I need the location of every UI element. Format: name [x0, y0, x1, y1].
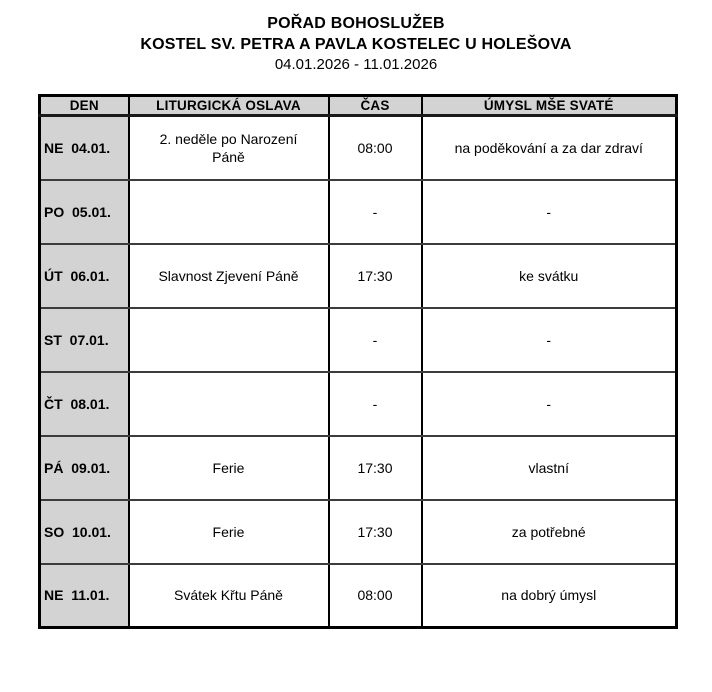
day-cell: ÚT 06.01. — [38, 242, 130, 309]
intention-cell: na poděkování a za dar zdraví — [420, 114, 678, 181]
col-header-day: DEN — [38, 95, 130, 117]
celebration-cell: Slavnost Zjevení Páně — [127, 242, 330, 309]
day-cell: ČT 08.01. — [38, 370, 130, 437]
table-row: PO 05.01. - - — [38, 178, 678, 245]
intention-cell: - — [420, 306, 678, 373]
celebration-cell — [127, 370, 330, 437]
celebration-cell: 2. neděle po Narození Páně — [127, 114, 330, 181]
intention-cell: - — [420, 178, 678, 245]
page-title: POŘAD BOHOSLUŽEB — [267, 15, 445, 32]
table-row: SO 10.01. Ferie 17:30 za potřebné — [38, 498, 678, 565]
title-block: POŘAD BOHOSLUŽEB KOSTEL SV. PETRA A PAVL… — [0, 0, 712, 75]
day-cell: NE 04.01. — [38, 114, 130, 181]
time-cell: 17:30 — [327, 498, 423, 565]
day-cell: PÁ 09.01. — [38, 434, 130, 501]
celebration-cell — [127, 178, 330, 245]
time-cell: - — [327, 306, 423, 373]
celebration-cell: Svátek Křtu Páně — [127, 562, 330, 629]
date-range: 04.01.2026 - 11.01.2026 — [274, 56, 438, 73]
time-cell: 08:00 — [327, 562, 423, 629]
col-header-celebration: LITURGICKÁ OSLAVA — [127, 95, 330, 117]
celebration-cell — [127, 306, 330, 373]
table-row: ST 07.01. - - — [38, 306, 678, 373]
header-row: DEN LITURGICKÁ OSLAVA ČAS ÚMYSL MŠE SVAT… — [38, 95, 678, 117]
church-subtitle: KOSTEL SV. PETRA A PAVLA KOSTELEC U HOLE… — [140, 36, 572, 53]
intention-cell: za potřebné — [420, 498, 678, 565]
table-row: NE 11.01. Svátek Křtu Páně 08:00 na dobr… — [38, 562, 678, 629]
celebration-cell: Ferie — [127, 434, 330, 501]
intention-cell: ke svátku — [420, 242, 678, 309]
celebration-cell: Ferie — [127, 498, 330, 565]
schedule-table: DEN LITURGICKÁ OSLAVA ČAS ÚMYSL MŠE SVAT… — [38, 94, 678, 629]
time-cell: 08:00 — [327, 114, 423, 181]
intention-cell: na dobrý úmysl — [420, 562, 678, 629]
col-header-intention: ÚMYSL MŠE SVATÉ — [420, 95, 678, 117]
day-cell: SO 10.01. — [38, 498, 130, 565]
table-row: PÁ 09.01. Ferie 17:30 vlastní — [38, 434, 678, 501]
day-cell: ST 07.01. — [38, 306, 130, 373]
table-row: NE 04.01. 2. neděle po Narození Páně 08:… — [38, 114, 678, 181]
day-cell: NE 11.01. — [38, 562, 130, 629]
time-cell: - — [327, 370, 423, 437]
table-row: ČT 08.01. - - — [38, 370, 678, 437]
time-cell: 17:30 — [327, 242, 423, 309]
intention-cell: - — [420, 370, 678, 437]
time-cell: - — [327, 178, 423, 245]
intention-cell: vlastní — [420, 434, 678, 501]
table-row: ÚT 06.01. Slavnost Zjevení Páně 17:30 ke… — [38, 242, 678, 309]
day-cell: PO 05.01. — [38, 178, 130, 245]
time-cell: 17:30 — [327, 434, 423, 501]
col-header-time: ČAS — [327, 95, 423, 117]
